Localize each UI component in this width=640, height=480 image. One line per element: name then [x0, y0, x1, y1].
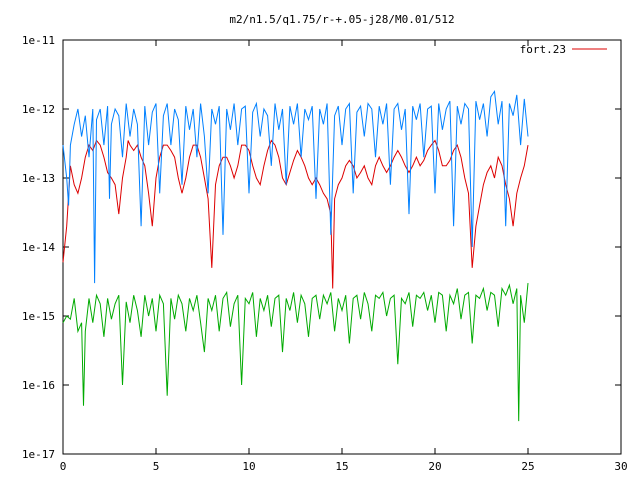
- x-axis: 0 5 10 15 20 25 30: [60, 40, 628, 473]
- chart-title: m2/n1.5/q1.75/r-+.05-j28/M0.01/512: [229, 13, 454, 26]
- x-tick-label: 15: [335, 460, 348, 473]
- series-line-2: [62, 90, 529, 284]
- series-layer: [62, 90, 529, 422]
- legend: fort.23: [520, 43, 607, 56]
- y-tick-label: 1e-13: [22, 172, 55, 185]
- x-tick-label: 10: [242, 460, 255, 473]
- x-tick-label: 5: [153, 460, 160, 473]
- y-tick-label: 1e-15: [22, 310, 55, 323]
- y-tick-label: 1e-16: [22, 379, 55, 392]
- y-tick-label: 1e-17: [22, 448, 55, 461]
- y-axis: 1e-17 1e-16 1e-15 1e-14 1e-13 1e-12 1e-11: [22, 34, 621, 461]
- x-tick-label: 0: [60, 460, 67, 473]
- x-tick-label: 25: [521, 460, 534, 473]
- legend-label: fort.23: [520, 43, 566, 56]
- y-tick-label: 1e-12: [22, 103, 55, 116]
- x-tick-label: 20: [428, 460, 441, 473]
- x-tick-label: 30: [614, 460, 627, 473]
- plot-area-frame: [62, 39, 622, 455]
- series-line-1: [62, 139, 529, 289]
- series-line-3: [62, 283, 529, 422]
- y-tick-label: 1e-14: [22, 241, 55, 254]
- y-tick-label: 1e-11: [22, 34, 55, 47]
